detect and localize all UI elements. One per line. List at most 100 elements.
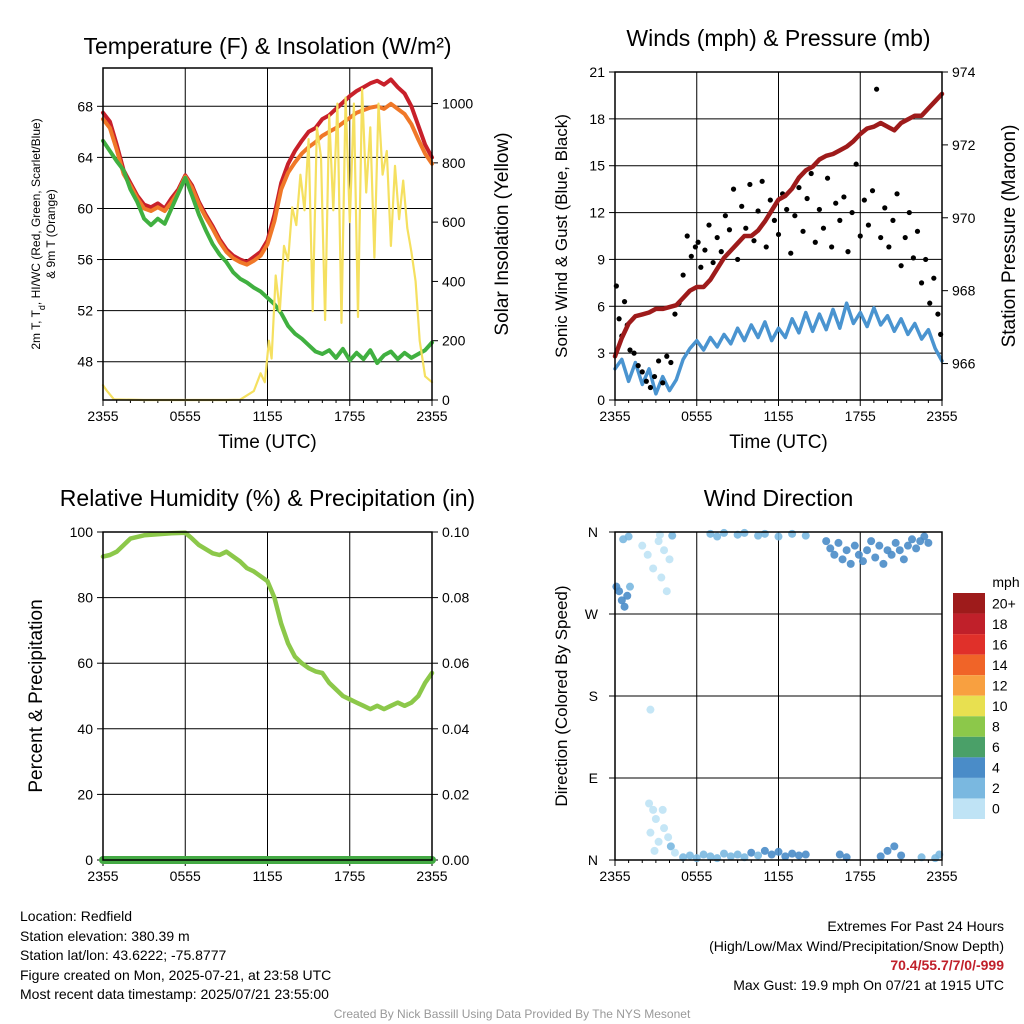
- y-axis-label: Percent & Precipitation: [26, 599, 47, 792]
- gust-point: [767, 197, 773, 203]
- direction-point: [649, 564, 658, 573]
- colorbar-label: 0: [992, 801, 1000, 817]
- x-tick-label: 2355: [599, 868, 630, 884]
- extremes-legend: (High/Low/Max Wind/Precipitation/Snow De…: [709, 937, 1004, 954]
- colorbar-label: 6: [992, 739, 1000, 755]
- left-y-tick-label: 100: [70, 524, 94, 540]
- gust-point: [680, 272, 686, 278]
- direction-point: [830, 550, 839, 559]
- x-tick-label: 1155: [763, 408, 793, 424]
- direction-point: [912, 544, 921, 553]
- direction-point: [850, 541, 859, 550]
- direction-point: [897, 851, 906, 860]
- direction-point: [838, 555, 847, 564]
- y-axis-label: 2m T, Td, HI/WC (Red, Green, Scarlet/Blu…: [29, 118, 47, 349]
- chart-title: Wind Direction: [704, 485, 854, 511]
- right-y-tick-label: 400: [442, 273, 466, 289]
- direction-point: [834, 538, 843, 547]
- gust-point: [845, 249, 851, 255]
- left-y-tick-label: 56: [77, 252, 93, 268]
- gust-point: [914, 228, 921, 234]
- plot-border: [102, 67, 433, 401]
- direction-points: [612, 528, 944, 863]
- left-y-tick-label: 60: [77, 200, 93, 216]
- gust-point: [668, 359, 674, 366]
- direction-point: [726, 852, 735, 861]
- x-axis-label: Time (UTC): [729, 432, 828, 453]
- gust-point: [702, 247, 708, 253]
- gust-point: [878, 234, 884, 241]
- right-y-tick-label: 600: [442, 214, 466, 230]
- credit-line: Created By Nick Bassill Using Data Provi…: [333, 1007, 691, 1021]
- direction-point: [643, 550, 652, 559]
- gust-point: [775, 231, 782, 238]
- gust-point: [869, 188, 876, 194]
- direction-point: [720, 528, 728, 537]
- panel-2: 2355 0555 1155 1755 2355 Winds (mph) & Pressu…: [552, 25, 1020, 453]
- direction-point: [754, 531, 763, 540]
- x-tick-label: 2355: [416, 868, 447, 884]
- left-y-tick-label: 52: [77, 303, 93, 319]
- colorbar-swatch: [953, 798, 985, 819]
- right-y-tick-label: 974: [952, 64, 976, 80]
- direction-point: [699, 850, 708, 859]
- direction-point: [638, 541, 647, 550]
- gust-point: [931, 275, 937, 281]
- direction-point: [858, 557, 867, 566]
- gust-point: [688, 253, 694, 259]
- colorbar-swatch: [953, 695, 985, 717]
- direction-point: [774, 532, 783, 541]
- gust-point: [837, 217, 843, 223]
- gust-point: [692, 244, 698, 250]
- direction-point: [876, 852, 885, 861]
- direction-point: [875, 541, 884, 550]
- direction-point: [924, 538, 933, 547]
- x-tick-label: 0555: [170, 408, 201, 424]
- colorbar-swatch: [953, 675, 985, 696]
- direction-point: [826, 544, 835, 553]
- gust-point: [865, 222, 872, 228]
- gust-point: [755, 208, 761, 214]
- gust-point: [759, 178, 765, 184]
- gust-point: [861, 197, 867, 203]
- direction-point: [891, 538, 900, 547]
- right-y-axis-label: Solar Insolation (Yellow): [492, 132, 513, 335]
- left-y-tick-label: 48: [77, 354, 93, 370]
- gust-point: [616, 316, 622, 322]
- series-sonic-wind: [613, 301, 944, 396]
- direction-point: [903, 541, 912, 550]
- direction-point: [871, 553, 880, 562]
- y-axis-label-line2: & 9m T (Orange): [44, 189, 58, 279]
- right-y-tick-label: 1000: [442, 96, 473, 112]
- gust-point: [906, 209, 912, 216]
- colorbar-label: 20+: [992, 595, 1016, 611]
- series-solar-insolation: [101, 87, 434, 402]
- extremes-title: Extremes For Past 24 Hours: [827, 918, 1004, 934]
- direction-point: [657, 573, 666, 582]
- gust-point: [890, 217, 896, 223]
- gust-point: [763, 244, 769, 250]
- gust-point: [706, 222, 712, 228]
- left-y-tick-label: 18: [589, 111, 605, 127]
- plot-border: [614, 531, 943, 861]
- direction-point: [646, 828, 655, 837]
- right-y-tick-label: 0.10: [442, 524, 469, 540]
- direction-point: [754, 851, 763, 860]
- left-y-tick-label: 15: [589, 158, 605, 174]
- direction-point: [895, 546, 904, 555]
- direction-point: [846, 559, 855, 568]
- direction-point: [781, 852, 790, 861]
- x-tick-label: 2355: [416, 408, 447, 424]
- direction-point: [883, 846, 892, 855]
- right-y-tick-label: 800: [442, 155, 466, 171]
- left-y-tick-label: 12: [589, 205, 605, 221]
- right-y-tick-label: 970: [952, 210, 976, 226]
- direction-tick-label: S: [589, 688, 598, 704]
- gust-point: [639, 369, 645, 375]
- colorbar-label: 12: [992, 677, 1008, 693]
- panel-4: 2355 0555 1155 1755 2355 Wind Direction N E S W N D…: [552, 485, 958, 884]
- direction-tick-label: W: [585, 606, 599, 622]
- gust-point: [771, 217, 778, 223]
- x-tick-label: 1755: [845, 868, 876, 884]
